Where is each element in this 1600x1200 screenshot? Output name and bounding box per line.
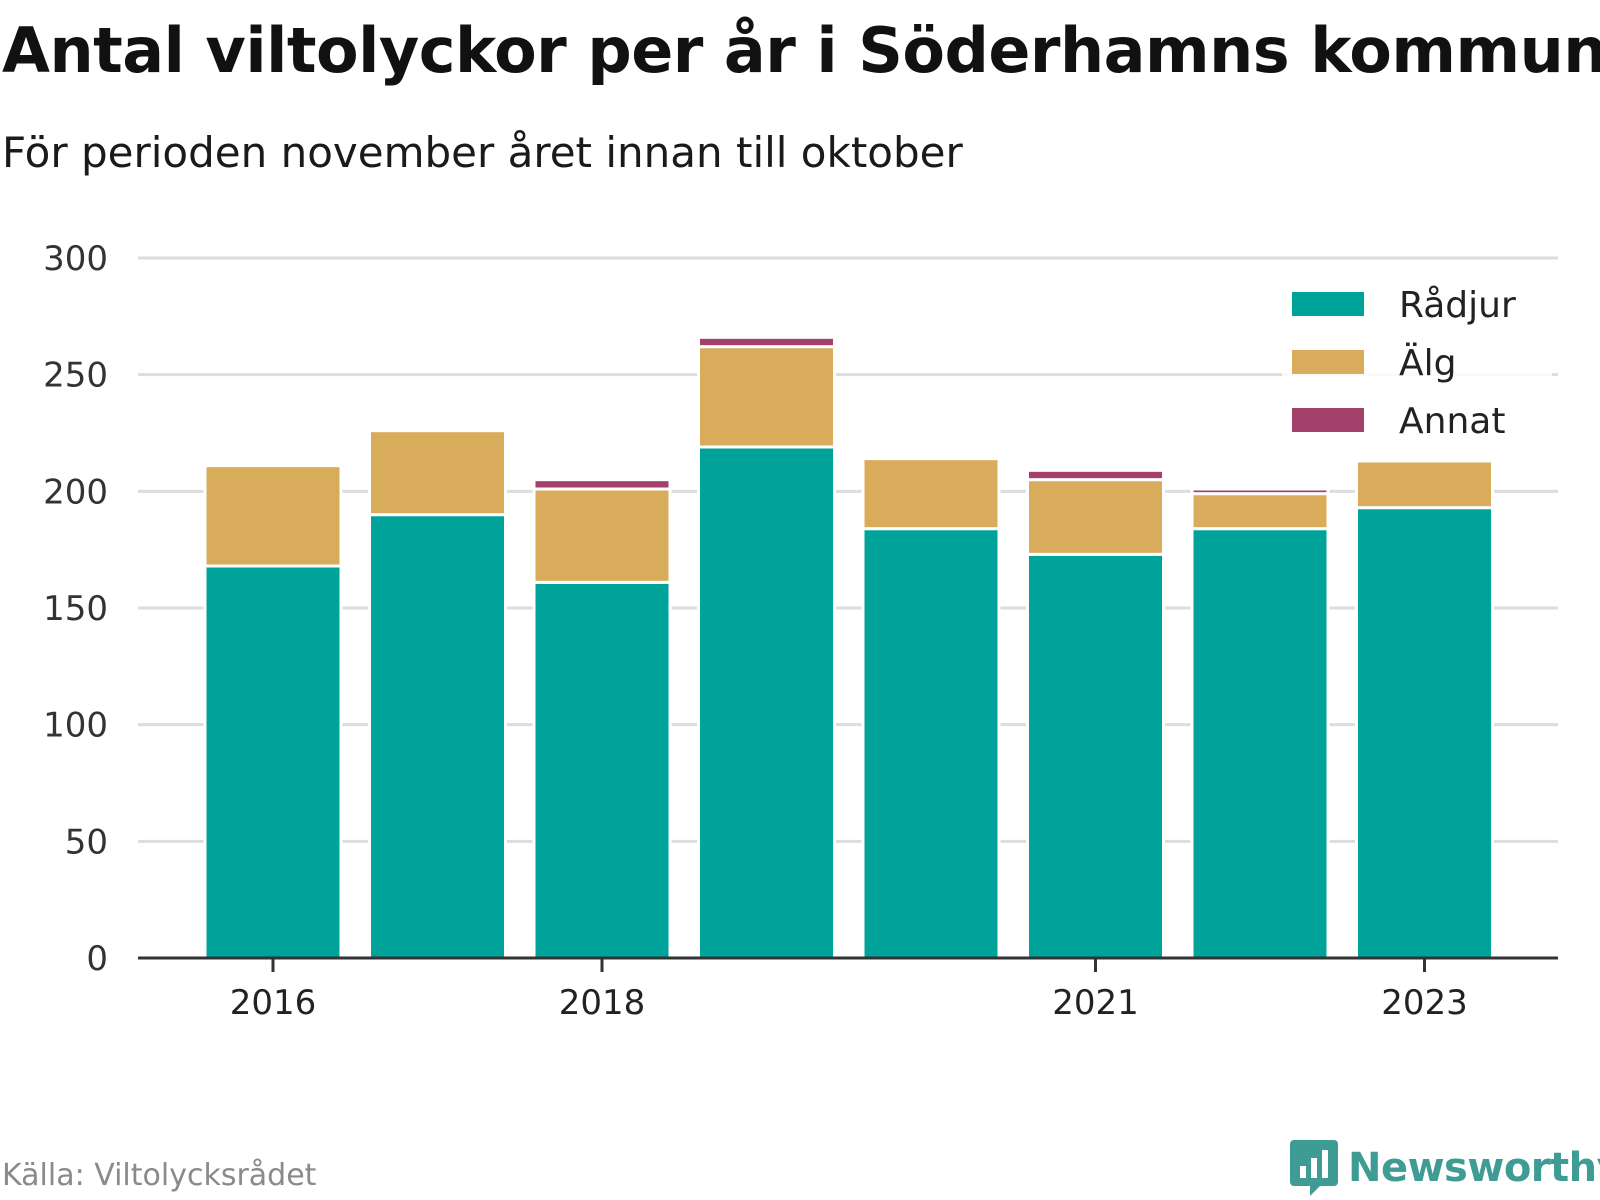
x-tick-label: 2018	[559, 983, 646, 1023]
bar-annat-2023: Annat 2023: 1	[1355, 457, 1494, 463]
bar-annat-2019: Annat 2019: 4	[697, 335, 836, 349]
y-tick-label: 100	[43, 706, 108, 746]
bar-rdjur-2016: Rådjur 2016: 168	[203, 564, 343, 960]
bar-rdjur-2019: Rådjur 2019: 219	[697, 445, 836, 960]
x-tick-label: 2021	[1052, 983, 1139, 1023]
chart-subtitle: För perioden november året innan till ok…	[2, 128, 963, 177]
brand-name: Newsworthy	[1348, 1145, 1600, 1191]
y-tick-label: 300	[43, 239, 108, 279]
legend-label: Rådjur	[1399, 285, 1516, 326]
legend-swatch-annat	[1292, 408, 1364, 432]
bar-lg-2016: Älg 2016: 43	[203, 464, 343, 568]
x-tick-label: 2023	[1381, 983, 1468, 1023]
bar-rdjur-2020: Rådjur 2020: 184	[861, 527, 1001, 960]
bar-lg-2023: Älg 2023: 20	[1355, 459, 1494, 510]
bar-lg-2021: Älg 2021: 32	[1026, 478, 1165, 556]
x-tick-label: 2016	[230, 983, 317, 1023]
legend-swatch-lg	[1292, 350, 1364, 374]
y-tick-label: 250	[43, 356, 108, 396]
bar-rdjur-2023: Rådjur 2023: 193	[1355, 506, 1494, 960]
brand-logo: Newsworthy	[1290, 1140, 1600, 1196]
y-tick-label: 200	[43, 472, 108, 512]
bar-rdjur-2017: Rådjur 2017: 190	[368, 513, 507, 960]
source-note: Källa: Viltolycksrådet	[2, 1158, 317, 1193]
y-tick-label: 0	[86, 939, 108, 979]
chart-title: Antal viltolyckor per år i Söderhamns ko…	[2, 14, 1600, 87]
bar-rdjur-2022: Rådjur 2022: 184	[1190, 527, 1330, 960]
bar-lg-2020: Älg 2020: 30	[861, 457, 1001, 531]
bar-lg-2019: Älg 2019: 43	[697, 345, 836, 449]
legend-label: Annat	[1399, 401, 1505, 442]
bar-rdjur-2018: Rådjur 2018: 161	[532, 580, 672, 960]
bar-lg-2017: Älg 2017: 36	[368, 429, 507, 517]
legend-label: Älg	[1399, 342, 1456, 384]
bar-rdjur-2021: Rådjur 2021: 173	[1026, 552, 1165, 960]
bar-annat-2022: Annat 2022: 2	[1190, 487, 1330, 496]
newsworthy-logo-icon	[1290, 1140, 1338, 1196]
y-tick-label: 150	[43, 589, 108, 629]
y-tick-label: 50	[65, 822, 108, 862]
bar-annat-2021: Annat 2021: 4	[1026, 468, 1165, 482]
stacked-bar-chart: 050100150200250300Rådjur 2016: 168Älg 20…	[43, 239, 1558, 1023]
bar-annat-2018: Annat 2018: 4	[532, 478, 672, 491]
bar-lg-2018: Älg 2018: 40	[532, 487, 672, 584]
legend-swatch-rdjur	[1292, 292, 1364, 316]
bar-lg-2022: Älg 2022: 15	[1190, 492, 1330, 531]
